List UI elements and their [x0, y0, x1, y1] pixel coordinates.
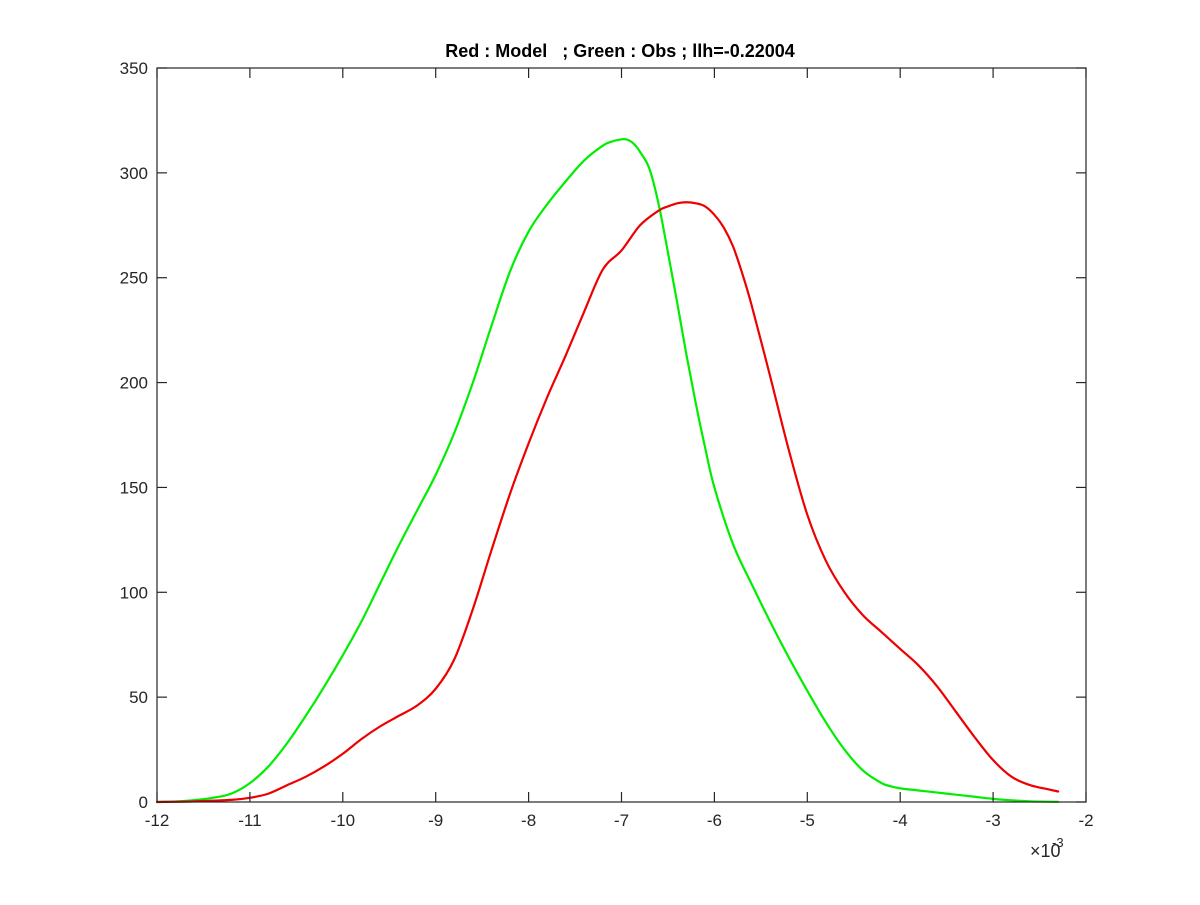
y-tick-label: 300: [120, 164, 148, 183]
y-tick-label: 100: [120, 583, 148, 602]
tick-layer: -12 -11 -10 -9 -8 -7 -6 -5 -4 -3 -2 0 50 100 150 200 250…: [120, 59, 1094, 830]
x-axis-multiplier: ×10 -3: [1030, 835, 1064, 861]
x-tick-label: -10: [331, 811, 356, 830]
series-line-red: [155, 201, 1060, 804]
y-tick-label: 150: [120, 478, 148, 497]
axes-box: [156, 67, 1087, 803]
chart-title: Red : Model ; Green : Obs ; llh=-0.22004: [445, 41, 795, 61]
plot-layer: [155, 137, 1060, 804]
x-tick-label: -11: [238, 811, 261, 830]
y-tick-label: 0: [139, 793, 148, 812]
y-tick-label: 200: [120, 374, 148, 393]
x-tick-label: -7: [614, 811, 629, 830]
x-tick-label: -2: [1078, 811, 1093, 830]
x-tick-label: -6: [707, 811, 722, 830]
x-multiplier-base: ×10: [1030, 841, 1061, 861]
y-tick-label: 350: [120, 59, 148, 78]
y-tick-label: 50: [129, 688, 148, 707]
series-line-green: [155, 137, 1060, 804]
x-tick-label: -9: [428, 811, 443, 830]
y-tick-label: 250: [120, 269, 148, 288]
x-tick-label: -4: [893, 811, 908, 830]
x-tick-label: -5: [800, 811, 815, 830]
x-tick-label: -3: [986, 811, 1001, 830]
x-tick-label: -8: [521, 811, 536, 830]
x-tick-label: -12: [145, 811, 170, 830]
x-multiplier-exponent: -3: [1052, 835, 1064, 850]
